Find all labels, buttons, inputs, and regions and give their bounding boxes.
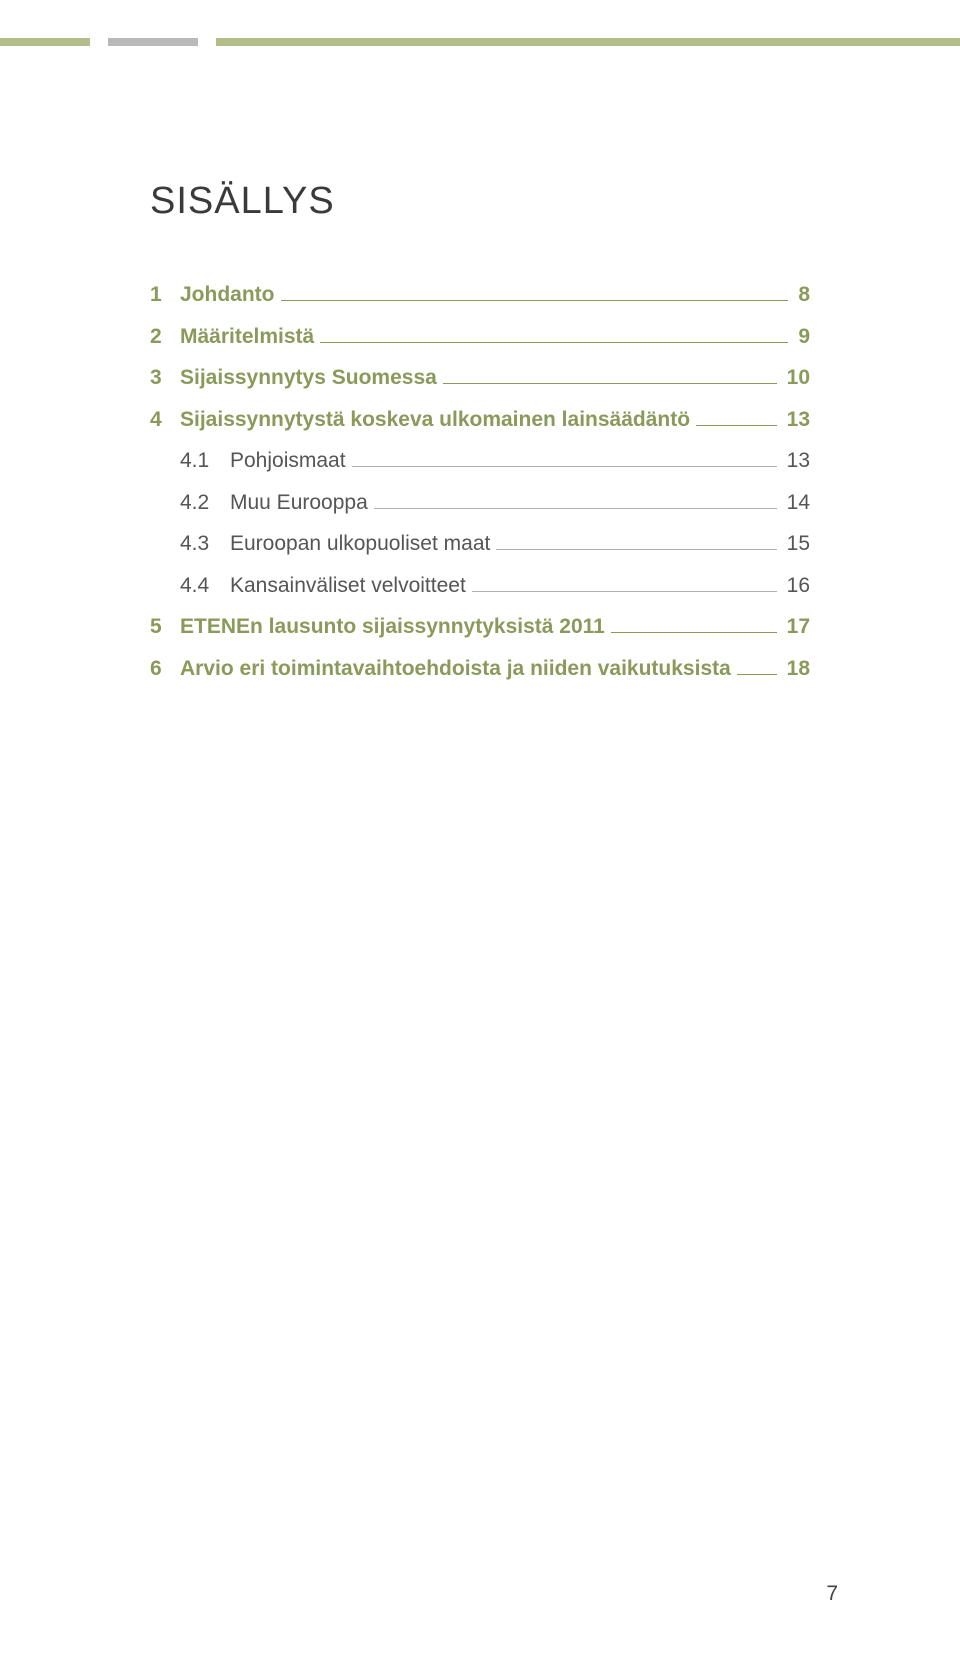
table-of-contents: 1Johdanto 8 2Määritelmistä 9 3Sijaissynnytys… — [150, 279, 810, 684]
toc-leader-line — [320, 342, 788, 343]
toc-page-number: 17 — [783, 611, 810, 643]
toc-subnumber: 4.1 — [180, 445, 230, 477]
toc-page-number: 10 — [783, 362, 810, 394]
header-bar-1 — [0, 38, 90, 46]
toc-page-number: 9 — [794, 321, 810, 353]
toc-entry-sub: 4.4Kansainväliset velvoitteet 16 — [150, 570, 810, 602]
toc-page-number: 15 — [783, 528, 810, 560]
toc-page-number: 8 — [794, 279, 810, 311]
content-area: SISÄLLYS 1Johdanto 8 2Määritelmistä 9 3Sijai… — [150, 180, 810, 694]
toc-leader-line — [443, 383, 777, 384]
toc-label: Sijaissynnytystä koskeva ulkomainen lain… — [180, 404, 690, 436]
toc-leader-line — [737, 674, 777, 675]
toc-entry-top: 4Sijaissynnytystä koskeva ulkomainen lai… — [150, 404, 810, 436]
toc-label: ETENEn lausunto sijaissynnytyksistä 2011 — [180, 611, 605, 643]
toc-entry-top: 1Johdanto 8 — [150, 279, 810, 311]
toc-leader-line — [696, 425, 777, 426]
toc-page-number: 13 — [783, 404, 810, 436]
toc-entry-sub: 4.1Pohjoismaat 13 — [150, 445, 810, 477]
toc-leader-line — [472, 591, 777, 592]
toc-number: 6 — [150, 653, 180, 685]
header-bar-2 — [108, 38, 198, 46]
toc-label: Pohjoismaat — [230, 445, 346, 477]
toc-number: 4 — [150, 404, 180, 436]
toc-subnumber: 4.4 — [180, 570, 230, 602]
toc-entry-top: 6Arvio eri toimintavaihtoehdoista ja nii… — [150, 653, 810, 685]
document-page: SISÄLLYS 1Johdanto 8 2Määritelmistä 9 3Sijai… — [0, 0, 960, 1668]
header-bar-3 — [216, 38, 960, 46]
toc-page-number: 16 — [783, 570, 810, 602]
page-number: 7 — [826, 1582, 838, 1606]
toc-number: 2 — [150, 321, 180, 353]
toc-number: 3 — [150, 362, 180, 394]
toc-entry-sub: 4.2Muu Eurooppa 14 — [150, 487, 810, 519]
page-title: SISÄLLYS — [150, 180, 810, 223]
toc-page-number: 18 — [783, 653, 810, 685]
toc-page-number: 13 — [783, 445, 810, 477]
toc-leader-line — [496, 549, 776, 550]
toc-entry-top: 2Määritelmistä 9 — [150, 321, 810, 353]
toc-leader-line — [611, 632, 777, 633]
toc-label: Muu Eurooppa — [230, 487, 368, 519]
toc-label: Määritelmistä — [180, 321, 314, 353]
toc-leader-line — [374, 508, 777, 509]
toc-page-number: 14 — [783, 487, 810, 519]
toc-entry-top: 5ETENEn lausunto sijaissynnytyksistä 201… — [150, 611, 810, 643]
toc-entry-top: 3Sijaissynnytys Suomessa 10 — [150, 362, 810, 394]
toc-label: Sijaissynnytys Suomessa — [180, 362, 437, 394]
toc-label: Kansainväliset velvoitteet — [230, 570, 466, 602]
header-bars — [0, 38, 960, 48]
toc-label: Euroopan ulkopuoliset maat — [230, 528, 490, 560]
toc-number: 5 — [150, 611, 180, 643]
toc-label: Johdanto — [180, 279, 275, 311]
toc-entry-sub: 4.3Euroopan ulkopuoliset maat 15 — [150, 528, 810, 560]
toc-subnumber: 4.2 — [180, 487, 230, 519]
toc-leader-line — [281, 300, 789, 301]
toc-label: Arvio eri toimintavaihtoehdoista ja niid… — [180, 653, 731, 685]
toc-number: 1 — [150, 279, 180, 311]
toc-leader-line — [352, 466, 777, 467]
toc-subnumber: 4.3 — [180, 528, 230, 560]
